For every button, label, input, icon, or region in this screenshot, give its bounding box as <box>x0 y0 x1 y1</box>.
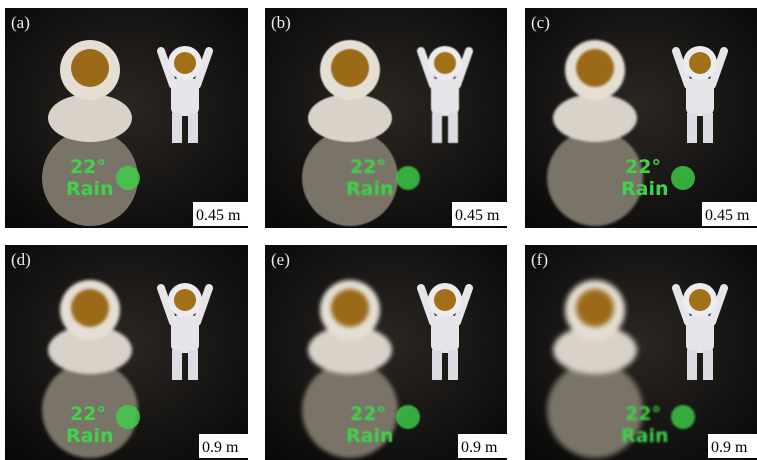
distance-label: 0.9 m <box>711 439 748 456</box>
distance-label: 0.45 m <box>196 207 241 224</box>
leg <box>172 350 182 380</box>
hologram-line: 22° <box>350 156 386 178</box>
hologram-line: Rain <box>66 178 114 200</box>
visor <box>689 289 711 311</box>
body <box>308 94 392 142</box>
body <box>553 94 637 142</box>
distance-label: 0.45 m <box>455 207 500 224</box>
photo-panel: 22°Rain (d) 0.9 m <box>5 245 248 460</box>
visor <box>174 289 196 311</box>
weather-icon <box>396 405 420 429</box>
leg <box>432 113 442 143</box>
hologram-line: 22° <box>625 403 661 425</box>
visor <box>576 289 614 327</box>
weather-icon <box>671 166 695 190</box>
hologram-line: Rain <box>621 178 669 200</box>
panel-label: (c) <box>531 13 550 32</box>
hologram-line: 22° <box>625 156 661 178</box>
photo-panel: 22°Rain (e) 0.9 m <box>265 245 507 460</box>
weather-icon <box>116 166 140 190</box>
photo-panel: 22°Rain (a) 0.45 m <box>5 8 248 228</box>
visor <box>434 289 456 311</box>
hologram-line: 22° <box>350 403 386 425</box>
hologram-line: Rain <box>621 425 669 447</box>
leg <box>448 113 458 143</box>
leg <box>432 350 442 380</box>
panel-label: (f) <box>531 250 548 269</box>
weather-icon <box>116 405 140 429</box>
figure: 22°Rain(a)0.45 m22°Rain(b)0.45 m22°Rain(… <box>0 0 757 460</box>
weather-icon <box>396 166 420 190</box>
hologram-line: 22° <box>70 156 106 178</box>
weather-icon <box>671 405 695 429</box>
leg <box>188 113 198 143</box>
visor <box>71 49 109 87</box>
leg <box>188 350 198 380</box>
leg <box>687 350 697 380</box>
hologram-line: Rain <box>346 425 394 447</box>
distance-label: 0.9 m <box>461 439 498 456</box>
panel-label: (e) <box>271 250 290 269</box>
visor <box>689 52 711 74</box>
hologram-line: Rain <box>66 425 114 447</box>
visor <box>331 49 369 87</box>
leg <box>703 113 713 143</box>
distance-label: 0.45 m <box>705 207 750 224</box>
visor <box>576 49 614 87</box>
photo-panel: 22°Rain (b) 0.45 m <box>265 8 507 228</box>
photo-panel: 22°Rain (c) 0.45 m <box>525 8 757 228</box>
leg <box>687 113 697 143</box>
visor <box>331 289 369 327</box>
hologram-line: Rain <box>346 178 394 200</box>
leg <box>448 350 458 380</box>
panel-label: (a) <box>11 13 30 32</box>
photo-panel: 22°Rain (f) 0.9 m <box>525 245 757 460</box>
visor <box>174 52 196 74</box>
body <box>48 94 132 142</box>
leg <box>703 350 713 380</box>
distance-label: 0.9 m <box>202 439 239 456</box>
panel-label: (d) <box>11 250 31 269</box>
panel-label: (b) <box>271 13 291 32</box>
leg <box>172 113 182 143</box>
hologram-line: 22° <box>70 403 106 425</box>
visor <box>71 289 109 327</box>
visor <box>434 52 456 74</box>
